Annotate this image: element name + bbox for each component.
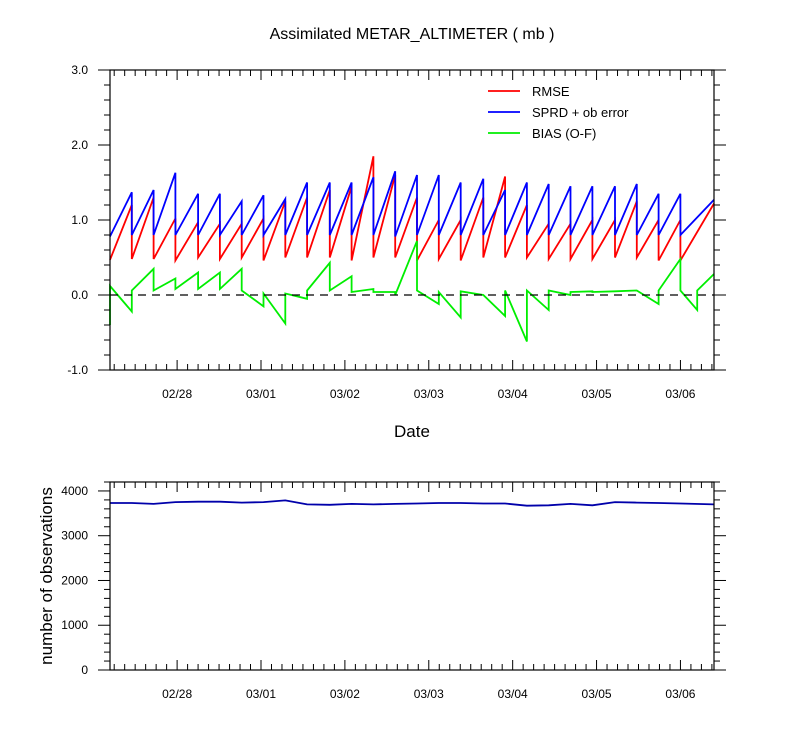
x-tick-label: 03/04 [498, 687, 528, 701]
top-series-group [109, 156, 715, 342]
x-axis-title: Date [394, 422, 430, 441]
chart-title: Assimilated METAR_ALTIMETER ( mb ) [270, 26, 555, 43]
x-tick-label: 03/02 [330, 387, 360, 401]
y-tick-label: 2.0 [71, 138, 88, 152]
legend: RMSE SPRD + ob error BIAS (O-F) [488, 84, 629, 141]
x-tick-label: 03/06 [665, 687, 695, 701]
y-tick-label: 2000 [61, 573, 88, 587]
legend-label-bias-o-f: BIAS (O-F) [532, 126, 596, 141]
x-tick-label: 03/02 [330, 687, 360, 701]
top-series-line-sprd-ob-error [109, 171, 715, 239]
top-series-line-rmse [109, 156, 715, 264]
x-tick-label: 03/03 [414, 687, 444, 701]
bottom-series-group [110, 499, 715, 507]
y-tick-label: 4000 [61, 484, 88, 498]
y-tick-label: 1000 [61, 618, 88, 632]
y-axis-title-observations: number of observations [37, 487, 56, 665]
x-tick-label: 03/05 [582, 687, 612, 701]
bottom-plot-frame [109, 481, 715, 671]
top-series-line-bias-o-f [109, 240, 715, 342]
top-plot-frame [109, 69, 715, 371]
y-tick-label: 3.0 [71, 63, 88, 77]
y-tick-label: 3000 [61, 529, 88, 543]
bottom-panel: 02/28 03/01 03/02 03/03 03/04 03/05 03/06 0 1000… [37, 481, 726, 701]
x-tick-label: 03/04 [498, 387, 528, 401]
x-tick-label: 03/06 [665, 387, 695, 401]
x-tick-label: 03/01 [246, 687, 276, 701]
top-panel: Assimilated METAR_ALTIMETER ( mb ) 02/28… [67, 26, 726, 441]
x-tick-label: 03/05 [582, 387, 612, 401]
y-tick-label: -1.0 [67, 363, 88, 377]
legend-label-rmse: RMSE [532, 84, 570, 99]
x-tick-label: 02/28 [162, 687, 192, 701]
x-tick-label: 02/28 [162, 387, 192, 401]
legend-label-sprd-ob-error: SPRD + ob error [532, 105, 629, 120]
bottom-series-line-number-of-observations [110, 499, 715, 507]
y-tick-label: 0 [81, 663, 88, 677]
x-tick-label: 03/03 [414, 387, 444, 401]
y-tick-label: 0.0 [71, 288, 88, 302]
x-tick-label: 03/01 [246, 387, 276, 401]
y-tick-label: 1.0 [71, 213, 88, 227]
bottom-ticks-group: 02/28 03/01 03/02 03/03 03/04 03/05 03/06 0 1000… [61, 481, 726, 701]
top-ticks-group: 02/28 03/01 03/02 03/03 03/04 03/05 03/06 -1.0 0… [67, 63, 726, 401]
